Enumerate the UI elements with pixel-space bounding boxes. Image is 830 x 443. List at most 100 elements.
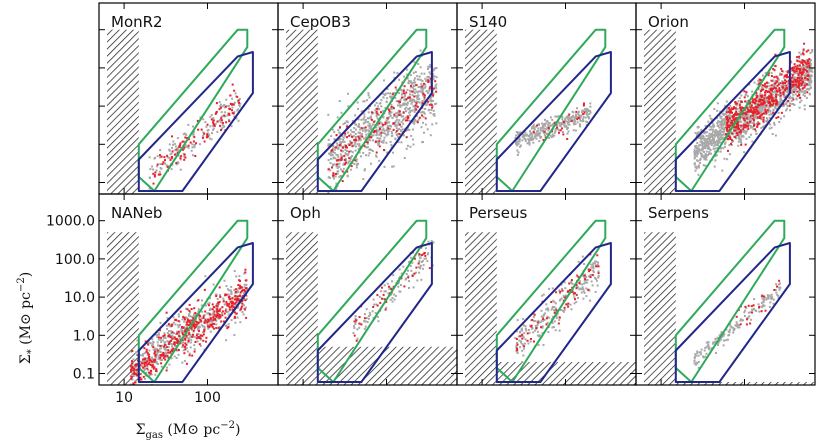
grey-point	[189, 341, 192, 344]
grey-point	[734, 135, 737, 138]
grey-point	[346, 121, 349, 124]
red-point	[399, 101, 401, 104]
red-point	[787, 100, 790, 103]
grey-point	[375, 114, 378, 117]
grey-point	[531, 327, 534, 330]
grey-point	[704, 153, 707, 155]
grey-point	[790, 91, 793, 94]
red-point	[735, 117, 737, 120]
red-point	[131, 387, 133, 389]
grey-point	[589, 111, 592, 114]
grey-point	[720, 127, 723, 130]
grey-point	[696, 155, 698, 158]
grey-point	[751, 106, 754, 109]
grey-point	[237, 100, 240, 103]
red-point	[175, 162, 178, 165]
red-point	[403, 85, 406, 88]
red-point	[208, 304, 210, 307]
grey-point	[181, 346, 184, 348]
grey-point	[551, 124, 554, 127]
red-point	[381, 297, 383, 300]
grey-point	[708, 152, 710, 155]
red-point	[147, 363, 150, 365]
red-point	[190, 319, 193, 322]
red-point	[195, 321, 198, 324]
grey-point	[555, 128, 558, 131]
red-point	[795, 70, 798, 73]
grey-point	[214, 122, 217, 125]
grey-point	[401, 131, 404, 134]
grey-point	[237, 306, 239, 309]
red-point	[562, 121, 565, 123]
red-point	[790, 67, 792, 70]
grey-point	[792, 86, 795, 89]
red-point	[153, 352, 156, 355]
red-point	[807, 59, 809, 62]
hatch-region	[644, 232, 676, 385]
grey-point	[807, 83, 810, 86]
grey-point	[177, 315, 180, 318]
red-point	[227, 304, 230, 307]
grey-point	[568, 120, 571, 123]
red-point	[149, 364, 152, 366]
grey-point	[389, 128, 392, 130]
red-point	[571, 290, 574, 293]
grey-point	[429, 112, 432, 114]
grey-point	[749, 311, 752, 314]
grey-point	[706, 142, 709, 144]
y-tick-label: 0.1	[73, 367, 95, 383]
grey-point	[524, 131, 527, 134]
grey-point	[423, 99, 426, 102]
grey-point	[367, 92, 370, 95]
grey-point	[406, 144, 409, 147]
grey-point	[572, 111, 575, 114]
red-point	[191, 354, 194, 357]
grey-point	[354, 136, 357, 139]
grey-point	[697, 173, 700, 176]
grey-point	[408, 261, 411, 264]
grey-point	[757, 303, 760, 306]
grey-point	[345, 159, 348, 162]
red-point	[540, 326, 543, 329]
grey-point	[365, 136, 368, 139]
grey-point	[793, 86, 796, 89]
grey-point	[740, 318, 743, 321]
grey-point	[327, 176, 330, 179]
grey-point	[187, 123, 190, 126]
red-point	[798, 55, 801, 58]
grey-point	[434, 67, 437, 70]
red-point	[384, 121, 387, 124]
floor-hatch-region	[496, 362, 636, 385]
grey-point	[423, 107, 426, 110]
grey-point	[783, 115, 786, 118]
grey-point	[759, 92, 762, 95]
red-point	[775, 87, 778, 90]
grey-point	[365, 133, 368, 136]
red-point	[793, 70, 796, 73]
grey-point	[694, 146, 697, 149]
red-point	[731, 111, 733, 114]
red-point	[740, 108, 743, 111]
grey-point	[395, 100, 398, 103]
grey-point	[708, 140, 711, 143]
grey-point	[776, 104, 779, 107]
grey-point	[708, 151, 711, 153]
grey-point	[805, 96, 808, 99]
grey-point	[721, 120, 723, 122]
grey-point	[405, 106, 408, 109]
red-point	[373, 130, 376, 132]
grey-point	[225, 98, 228, 101]
red-point	[210, 324, 213, 327]
red-point	[354, 138, 357, 141]
red-point	[134, 381, 137, 384]
grey-point	[177, 313, 180, 316]
grey-point	[583, 263, 586, 265]
red-point	[143, 363, 146, 366]
grey-point	[551, 326, 554, 329]
red-point	[744, 112, 747, 115]
red-point	[177, 349, 180, 351]
grey-point	[775, 283, 778, 286]
grey-point	[565, 116, 568, 119]
red-point	[192, 325, 195, 328]
grey-point	[185, 346, 188, 349]
